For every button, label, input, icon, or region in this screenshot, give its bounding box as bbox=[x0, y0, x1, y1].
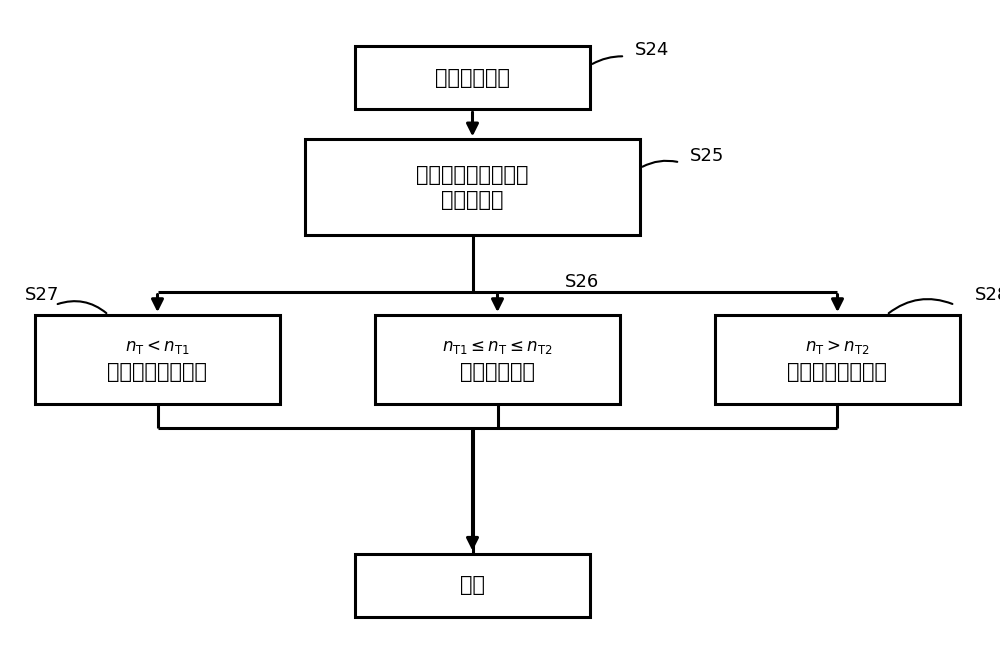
Text: 提升铲刀至设定值: 提升铲刀至设定值 bbox=[108, 362, 208, 383]
Text: S26: S26 bbox=[565, 272, 599, 291]
Bar bbox=[355, 46, 590, 109]
Bar bbox=[305, 139, 640, 235]
Text: 下降铲刀至设定值: 下降铲刀至设定值 bbox=[787, 362, 888, 383]
Text: S28: S28 bbox=[975, 286, 1000, 304]
Text: S24: S24 bbox=[635, 40, 669, 59]
Text: 的涡轮转速: 的涡轮转速 bbox=[441, 190, 504, 210]
Text: S27: S27 bbox=[25, 286, 59, 304]
Text: $n_{\mathrm{T}}<n_{\mathrm{T1}}$: $n_{\mathrm{T}}<n_{\mathrm{T1}}$ bbox=[125, 338, 190, 356]
Bar bbox=[715, 315, 960, 404]
FancyArrowPatch shape bbox=[592, 56, 622, 64]
Text: 获取当前油门状态下: 获取当前油门状态下 bbox=[416, 164, 529, 185]
Text: 保持铲刀不变: 保持铲刀不变 bbox=[460, 362, 535, 383]
Text: $n_{\mathrm{T}}>n_{\mathrm{T2}}$: $n_{\mathrm{T}}>n_{\mathrm{T2}}$ bbox=[805, 338, 870, 356]
Bar bbox=[35, 315, 280, 404]
FancyArrowPatch shape bbox=[642, 160, 677, 167]
FancyArrowPatch shape bbox=[889, 299, 952, 313]
Text: $n_{\mathrm{T1}}\leq n_{\mathrm{T}}\leq n_{\mathrm{T2}}$: $n_{\mathrm{T1}}\leq n_{\mathrm{T}}\leq … bbox=[442, 338, 553, 356]
FancyArrowPatch shape bbox=[58, 301, 106, 313]
Bar bbox=[355, 554, 590, 617]
Bar bbox=[375, 315, 620, 404]
Text: S25: S25 bbox=[690, 147, 724, 165]
Text: 结束: 结束 bbox=[460, 575, 485, 595]
Text: 自动控制模式: 自动控制模式 bbox=[435, 68, 510, 88]
